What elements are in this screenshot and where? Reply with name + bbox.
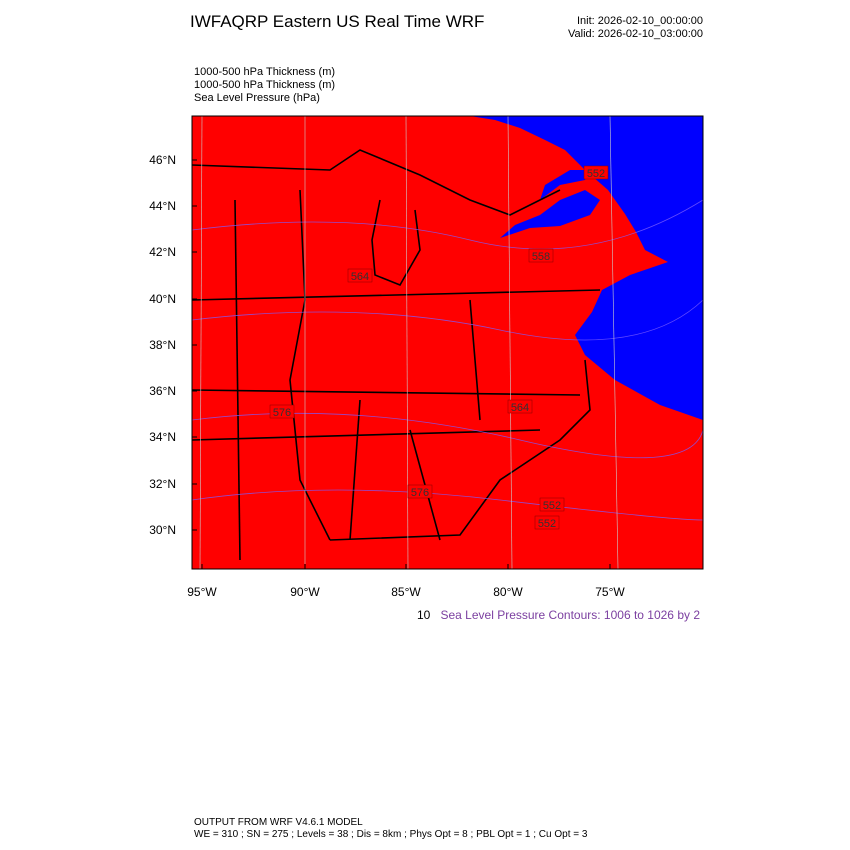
init-time: Init: 2026-02-10_00:00:00 bbox=[577, 15, 703, 27]
lon-label: 90°W bbox=[290, 585, 320, 599]
contour-label-box bbox=[528, 248, 554, 263]
lon-label: 95°W bbox=[187, 585, 217, 599]
lake-fill bbox=[500, 190, 600, 238]
contour-label-box bbox=[347, 268, 373, 283]
lat-label: 30°N bbox=[149, 523, 176, 537]
contour-label-box bbox=[534, 515, 560, 530]
lat-label: 34°N bbox=[149, 430, 176, 444]
graticule bbox=[199, 116, 619, 569]
lat-label: 44°N bbox=[149, 199, 176, 213]
field-label: Sea Level Pressure (hPa) bbox=[194, 92, 320, 104]
lat-label: 40°N bbox=[149, 292, 176, 306]
contour-label-box bbox=[539, 497, 565, 512]
contour-label-box bbox=[507, 399, 533, 414]
lat-label: 46°N bbox=[149, 153, 176, 167]
lat-label: 36°N bbox=[149, 384, 176, 398]
contour-label-box bbox=[407, 484, 433, 499]
lon-label: 85°W bbox=[391, 585, 421, 599]
contour-label: 564 bbox=[351, 271, 369, 283]
lon-label: 75°W bbox=[595, 585, 625, 599]
slp-note: Sea Level Pressure Contours: 1006 to 102… bbox=[441, 608, 701, 622]
field-label: 1000-500 hPa Thickness (m) bbox=[194, 79, 335, 91]
footer-config: WE = 310 ; SN = 275 ; Levels = 38 ; Dis … bbox=[194, 829, 588, 840]
ocean-fill bbox=[470, 116, 703, 420]
contour-label: 552 bbox=[587, 168, 605, 180]
footer-model: OUTPUT FROM WRF V4.6.1 MODEL bbox=[194, 817, 363, 828]
contour-label-box bbox=[269, 404, 295, 419]
contour-label: 552 bbox=[543, 500, 561, 512]
field-label: 1000-500 hPa Thickness (m) bbox=[194, 66, 335, 78]
title: IWFAQRP Eastern US Real Time WRF bbox=[190, 12, 484, 31]
valid-time: Valid: 2026-02-10_03:00:00 bbox=[568, 28, 703, 40]
contour-label-box bbox=[583, 165, 609, 180]
lat-label: 38°N bbox=[149, 338, 176, 352]
contour-label: 552 bbox=[538, 518, 556, 530]
lon-label: 80°W bbox=[493, 585, 523, 599]
thickness-note: 10 bbox=[417, 608, 431, 622]
lat-label: 32°N bbox=[149, 477, 176, 491]
map-area bbox=[192, 116, 703, 569]
contour-label: 576 bbox=[273, 407, 291, 419]
contour-label: 564 bbox=[511, 402, 529, 414]
contour-label: 576 bbox=[411, 487, 429, 499]
contour-label: 558 bbox=[532, 251, 550, 263]
plot-frame bbox=[191, 115, 704, 570]
river-fill bbox=[540, 170, 590, 200]
lat-label: 42°N bbox=[149, 245, 176, 259]
